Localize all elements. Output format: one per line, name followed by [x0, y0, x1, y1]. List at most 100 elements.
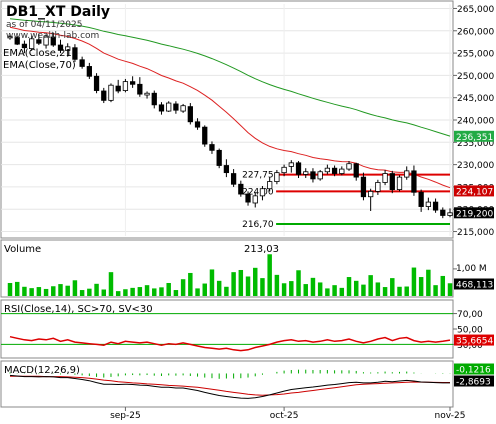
candle-body	[101, 90, 107, 101]
volume-bar	[188, 272, 193, 296]
candle-body	[36, 39, 42, 44]
volume-bar	[173, 290, 179, 296]
price-tick-label: 265,000	[457, 5, 494, 15]
volume-bar	[224, 286, 229, 296]
volume-max-label: 213,03	[244, 244, 279, 255]
ema21-layer	[9, 26, 451, 189]
candle-body	[317, 171, 323, 180]
candle-body	[65, 46, 71, 51]
candle-body	[223, 165, 230, 174]
candle-body	[411, 170, 417, 193]
candle-body	[252, 195, 258, 204]
candle-body	[295, 162, 302, 175]
candle-body	[310, 171, 316, 180]
candle-body	[43, 35, 49, 46]
volume-bar	[303, 284, 308, 296]
volume-bar	[411, 267, 417, 296]
x-axis: sep-25 oct-25 nov-25	[110, 407, 466, 421]
price-tick-label: 255,000	[457, 50, 494, 60]
volume-bar	[94, 283, 99, 296]
candle-body	[79, 59, 85, 67]
volume-bar	[317, 282, 323, 296]
volume-bar	[231, 272, 236, 296]
volume-scale-label: 1,00 M	[456, 264, 487, 274]
volume-bar	[14, 281, 20, 296]
candle-layer	[7, 32, 453, 219]
volume-bar	[79, 290, 85, 296]
volume-bar	[115, 291, 121, 296]
macd-line	[9, 374, 450, 399]
volume-bar	[123, 289, 128, 296]
candle-body	[346, 163, 352, 170]
volume-bar	[274, 274, 280, 296]
macd-layer: -0,1216 -2,8693	[9, 363, 494, 399]
rsi-tick-label: 30,00	[457, 341, 483, 351]
volume-bar	[144, 285, 150, 296]
rsi-title: RSI(Close,14), SC>70, SV<30	[4, 304, 153, 315]
volume-bar	[447, 283, 453, 296]
volume-bar	[332, 285, 337, 296]
candle-body	[194, 121, 201, 128]
volume-bar	[245, 276, 251, 296]
candle-body	[29, 38, 35, 50]
candle-body	[440, 209, 446, 216]
volume-bar	[289, 281, 294, 296]
macd-title: MACD(12,26,9)	[4, 365, 80, 376]
candle-body	[288, 162, 294, 167]
candle-body	[404, 170, 410, 178]
volume-bar	[260, 278, 265, 296]
candle-body	[303, 171, 309, 175]
price-tick-label: 260,000	[457, 27, 494, 37]
candle-body	[238, 183, 244, 195]
volume-bar	[87, 288, 92, 296]
volume-bar	[209, 269, 215, 296]
ema70-line	[9, 18, 451, 137]
macd-signal-line	[10, 375, 450, 396]
volume-layer	[7, 254, 457, 296]
volume-bar	[253, 267, 258, 296]
x-tick-label: nov-25	[435, 411, 466, 420]
level-label: 224,00	[242, 187, 274, 197]
volume-bar	[159, 287, 164, 296]
candle-body	[245, 193, 251, 203]
candle-body	[432, 201, 439, 211]
volume-bar	[65, 285, 70, 296]
price-grid	[1, 4, 453, 236]
candle-body	[50, 36, 56, 46]
volume-bar	[72, 280, 78, 296]
macd-badge-hist: -0,1216	[456, 366, 491, 376]
candle-body	[21, 43, 28, 49]
volume-bar	[29, 288, 34, 296]
ema21-line	[9, 26, 451, 189]
candle-body	[158, 104, 165, 112]
candle-body	[93, 75, 100, 91]
as-of-date: as of 04/11/2025	[6, 20, 82, 30]
volume-bar	[166, 282, 171, 296]
candle-body	[259, 188, 266, 197]
volume-badge-text-bg	[454, 278, 494, 290]
price-badge-bg	[454, 207, 494, 219]
candle-body	[418, 191, 424, 207]
rsi-badge-text: 35,6654	[456, 337, 493, 347]
candle-body	[151, 92, 157, 106]
price-tick-label: 245,000	[457, 94, 494, 104]
ema21-legend: EMA(Close,21)	[3, 48, 76, 59]
price-badge-bg	[454, 185, 494, 197]
candle-body	[382, 173, 388, 183]
candle-body	[331, 167, 338, 174]
level-label: 227,75	[242, 171, 274, 181]
candle-body	[72, 47, 78, 60]
volume-bar	[51, 286, 56, 296]
price-badge: 219,200	[456, 209, 493, 219]
volume-bar	[101, 289, 107, 296]
volume-bar	[382, 287, 388, 296]
volume-bar	[180, 279, 186, 296]
volume-bar	[397, 286, 402, 296]
candle-body	[353, 163, 359, 178]
price-tick-label: 250,000	[457, 72, 494, 82]
volume-bar	[43, 288, 49, 296]
candle-body	[187, 106, 193, 123]
rsi-badge-text-bg	[454, 334, 494, 346]
